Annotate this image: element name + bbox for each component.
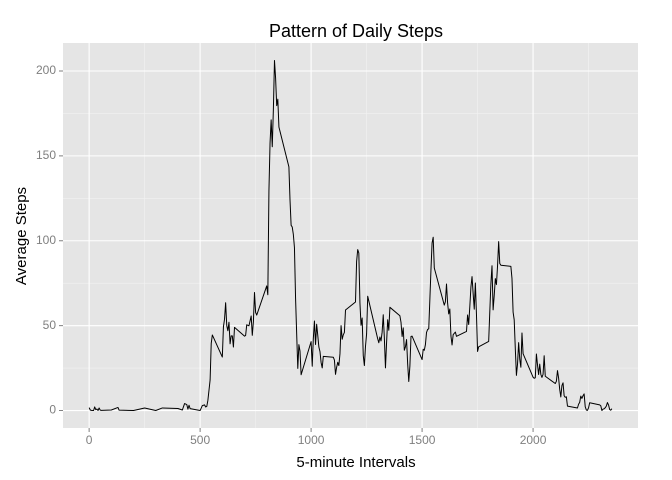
x-axis-title: 5-minute Intervals (296, 454, 415, 471)
y-tick-label: 200 (36, 63, 56, 77)
x-tick-label: 0 (86, 433, 93, 447)
x-tick-label: 500 (190, 433, 210, 447)
x-tick-label: 2000 (520, 433, 547, 447)
y-axis-title: Average Steps (13, 187, 30, 285)
y-tick-label: 50 (43, 318, 57, 332)
y-tick-label: 150 (36, 148, 56, 162)
y-tick-label: 100 (36, 233, 56, 247)
x-tick-label: 1500 (409, 433, 436, 447)
chart-title: Pattern of Daily Steps (269, 21, 443, 41)
x-tick-label: 1000 (298, 433, 325, 447)
plot-panel (63, 43, 638, 428)
line (88, 59, 613, 412)
y-tick-label: 0 (49, 403, 56, 417)
